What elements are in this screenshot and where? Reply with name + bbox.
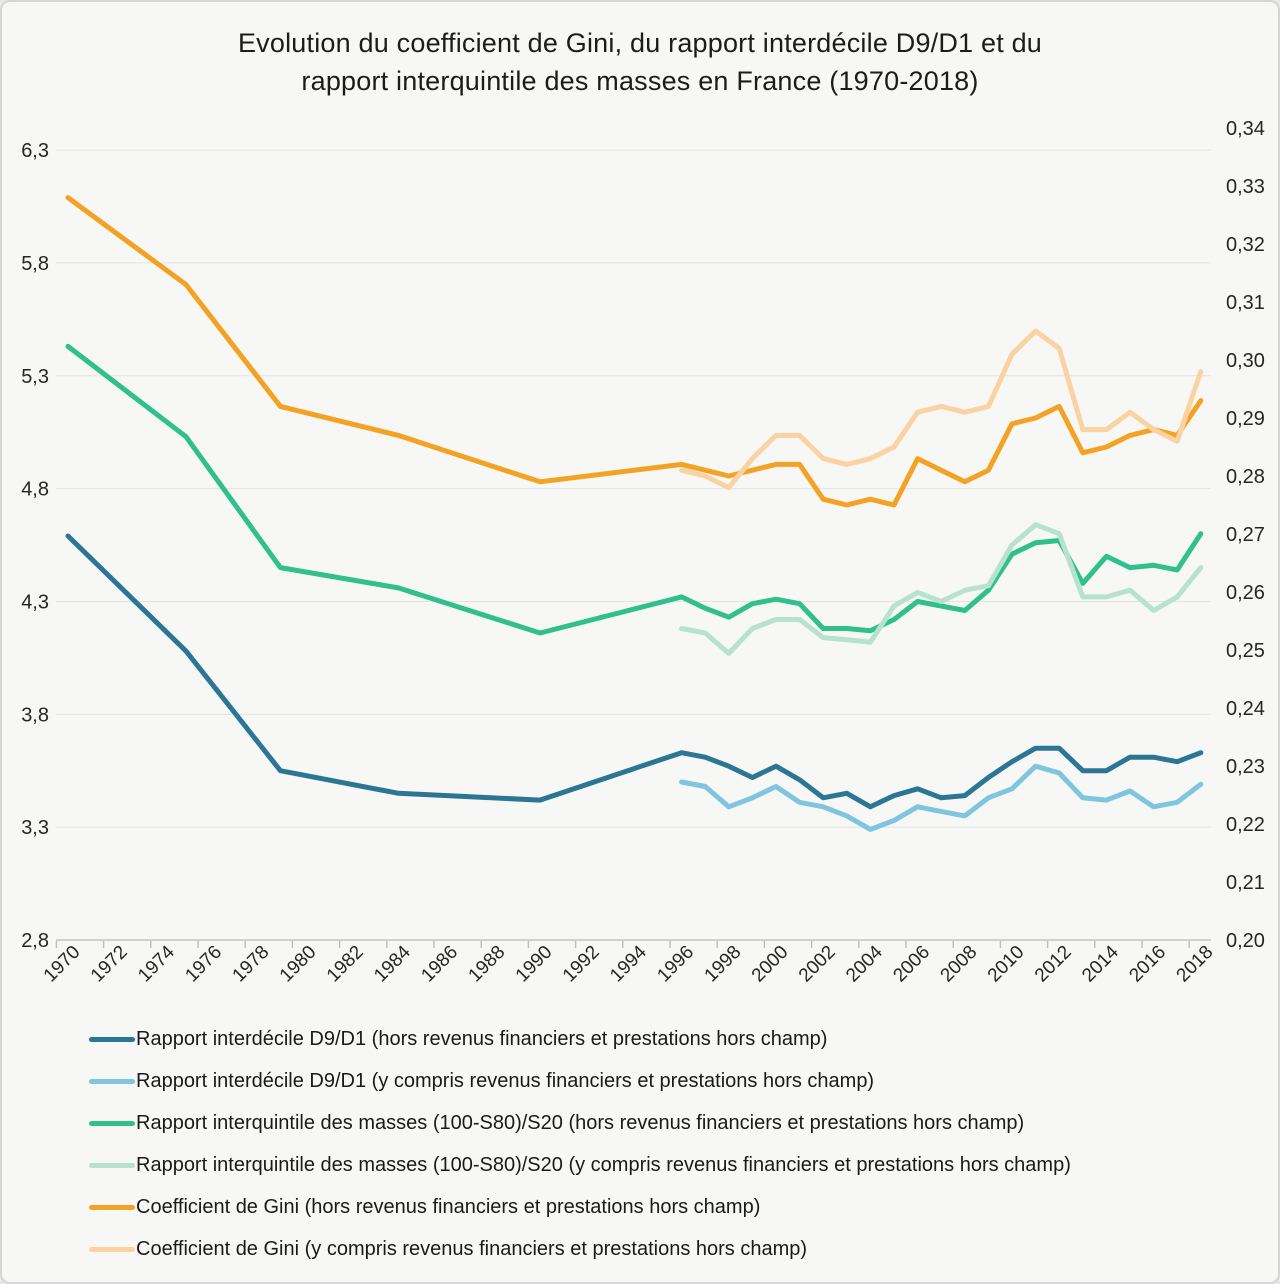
legend-label: Rapport interdécile D9/D1 (y compris rev…: [136, 1069, 875, 1092]
x-axis-label: 1990: [512, 942, 557, 987]
right-axis-label: 0,28: [1226, 466, 1265, 488]
legend-label: Rapport interquintile des masses (100-S8…: [136, 1153, 1071, 1176]
legend-label: Coefficient de Gini (hors revenus financ…: [136, 1195, 761, 1218]
x-axis-label: 2008: [937, 942, 982, 987]
series-line-gini-yc: [679, 328, 1204, 491]
left-axis-label: 2,8: [21, 930, 49, 952]
series-line-masses-yc: [679, 522, 1204, 656]
x-axis-label: 1986: [417, 942, 462, 987]
x-axis-label: 2006: [889, 942, 934, 987]
left-axis-label: 6,3: [21, 140, 49, 162]
legend-item-d9d1-yc: Rapport interdécile D9/D1 (y compris rev…: [89, 1060, 1071, 1102]
x-axis-label: 1976: [181, 942, 226, 987]
x-axis-label: 1974: [134, 941, 179, 986]
right-axis-label: 0,32: [1226, 234, 1265, 256]
right-axis-label: 0,33: [1226, 176, 1265, 198]
x-axis-label: 2010: [984, 942, 1029, 987]
legend-swatch-masses-yc: [89, 1162, 135, 1168]
right-axis-label: 0,23: [1226, 756, 1265, 778]
x-axis-label: 1972: [87, 942, 132, 987]
legend-label: Rapport interquintile des masses (100-S8…: [136, 1111, 1025, 1134]
x-axis-label: 1996: [653, 942, 698, 987]
legend-item-masses-yc: Rapport interquintile des masses (100-S8…: [89, 1144, 1071, 1186]
left-axis-label: 3,8: [21, 704, 49, 726]
legend-swatch-d9d1-yc: [89, 1078, 135, 1084]
x-axis-label: 1992: [559, 942, 604, 987]
x-axis-label: 1984: [370, 941, 415, 986]
right-axis-label: 0,31: [1226, 292, 1265, 314]
legend-swatch-gini-yc: [89, 1246, 135, 1252]
x-axis-label: 1978: [229, 942, 274, 987]
left-axis-label: 4,3: [21, 592, 49, 614]
chart-legend: Rapport interdécile D9/D1 (hors revenus …: [89, 1018, 1071, 1270]
x-axis-label: 1980: [276, 942, 321, 987]
chart-title-line2: rapport interquintile des masses en Fran…: [301, 66, 979, 96]
legend-label: Coefficient de Gini (y compris revenus f…: [136, 1237, 808, 1260]
x-axis-label: 2016: [1125, 942, 1170, 987]
chart-title: Evolution du coefficient de Gini, du rap…: [2, 24, 1278, 100]
series-line-masses-hors: [65, 343, 1204, 636]
legend-item-gini-yc: Coefficient de Gini (y compris revenus f…: [89, 1228, 1071, 1270]
right-axis-label: 0,27: [1226, 524, 1265, 546]
legend-swatch-masses-hors: [89, 1120, 135, 1126]
x-axis-label: 2012: [1031, 942, 1076, 987]
right-axis-label: 0,34: [1226, 118, 1265, 140]
right-axis-label: 0,22: [1226, 814, 1265, 836]
left-axis-label: 5,3: [21, 366, 49, 388]
legend-swatch-gini-hors: [89, 1204, 135, 1210]
legend-label: Rapport interdécile D9/D1 (hors revenus …: [136, 1027, 828, 1050]
legend-swatch-d9d1-hors: [89, 1036, 135, 1042]
legend-item-gini-hors: Coefficient de Gini (hors revenus financ…: [89, 1186, 1071, 1228]
x-axis-label: 2014: [1078, 941, 1123, 986]
right-axis-label: 0,30: [1226, 350, 1265, 372]
x-axis-label: 1988: [465, 942, 510, 987]
x-axis-label: 1994: [606, 941, 651, 986]
series-line-d9d1-hors: [65, 533, 1204, 810]
legend-item-d9d1-hors: Rapport interdécile D9/D1 (hors revenus …: [89, 1018, 1071, 1060]
legend-item-masses-hors: Rapport interquintile des masses (100-S8…: [89, 1102, 1071, 1144]
left-axis-label: 5,8: [21, 253, 49, 275]
right-axis-label: 0,25: [1226, 640, 1265, 662]
x-axis-label: 1982: [323, 942, 368, 987]
right-axis-label: 0,24: [1226, 698, 1265, 720]
x-axis-label: 2000: [748, 942, 793, 987]
left-axis-label: 3,3: [21, 817, 49, 839]
left-axis-label: 4,8: [21, 479, 49, 501]
x-axis-label: 2004: [842, 941, 887, 986]
x-axis-label: 2018: [1173, 942, 1218, 987]
right-axis-label: 0,20: [1226, 930, 1265, 952]
right-axis-label: 0,26: [1226, 582, 1265, 604]
line-chart: 6,3 5,8 5,3 4,8 4,3 3,8 3,3 2,8 0,34 0,33 0,32 0,31…: [21, 118, 1265, 987]
right-axis-label: 0,21: [1226, 872, 1265, 894]
x-axis-label: 1998: [701, 942, 746, 987]
x-axis-label: 2002: [795, 942, 840, 987]
right-axis-label: 0,29: [1226, 408, 1265, 430]
series-line-d9d1-yc: [679, 763, 1204, 832]
series-line-gini-hors: [65, 195, 1204, 508]
chart-title-line1: Evolution du coefficient de Gini, du rap…: [237, 28, 1043, 58]
